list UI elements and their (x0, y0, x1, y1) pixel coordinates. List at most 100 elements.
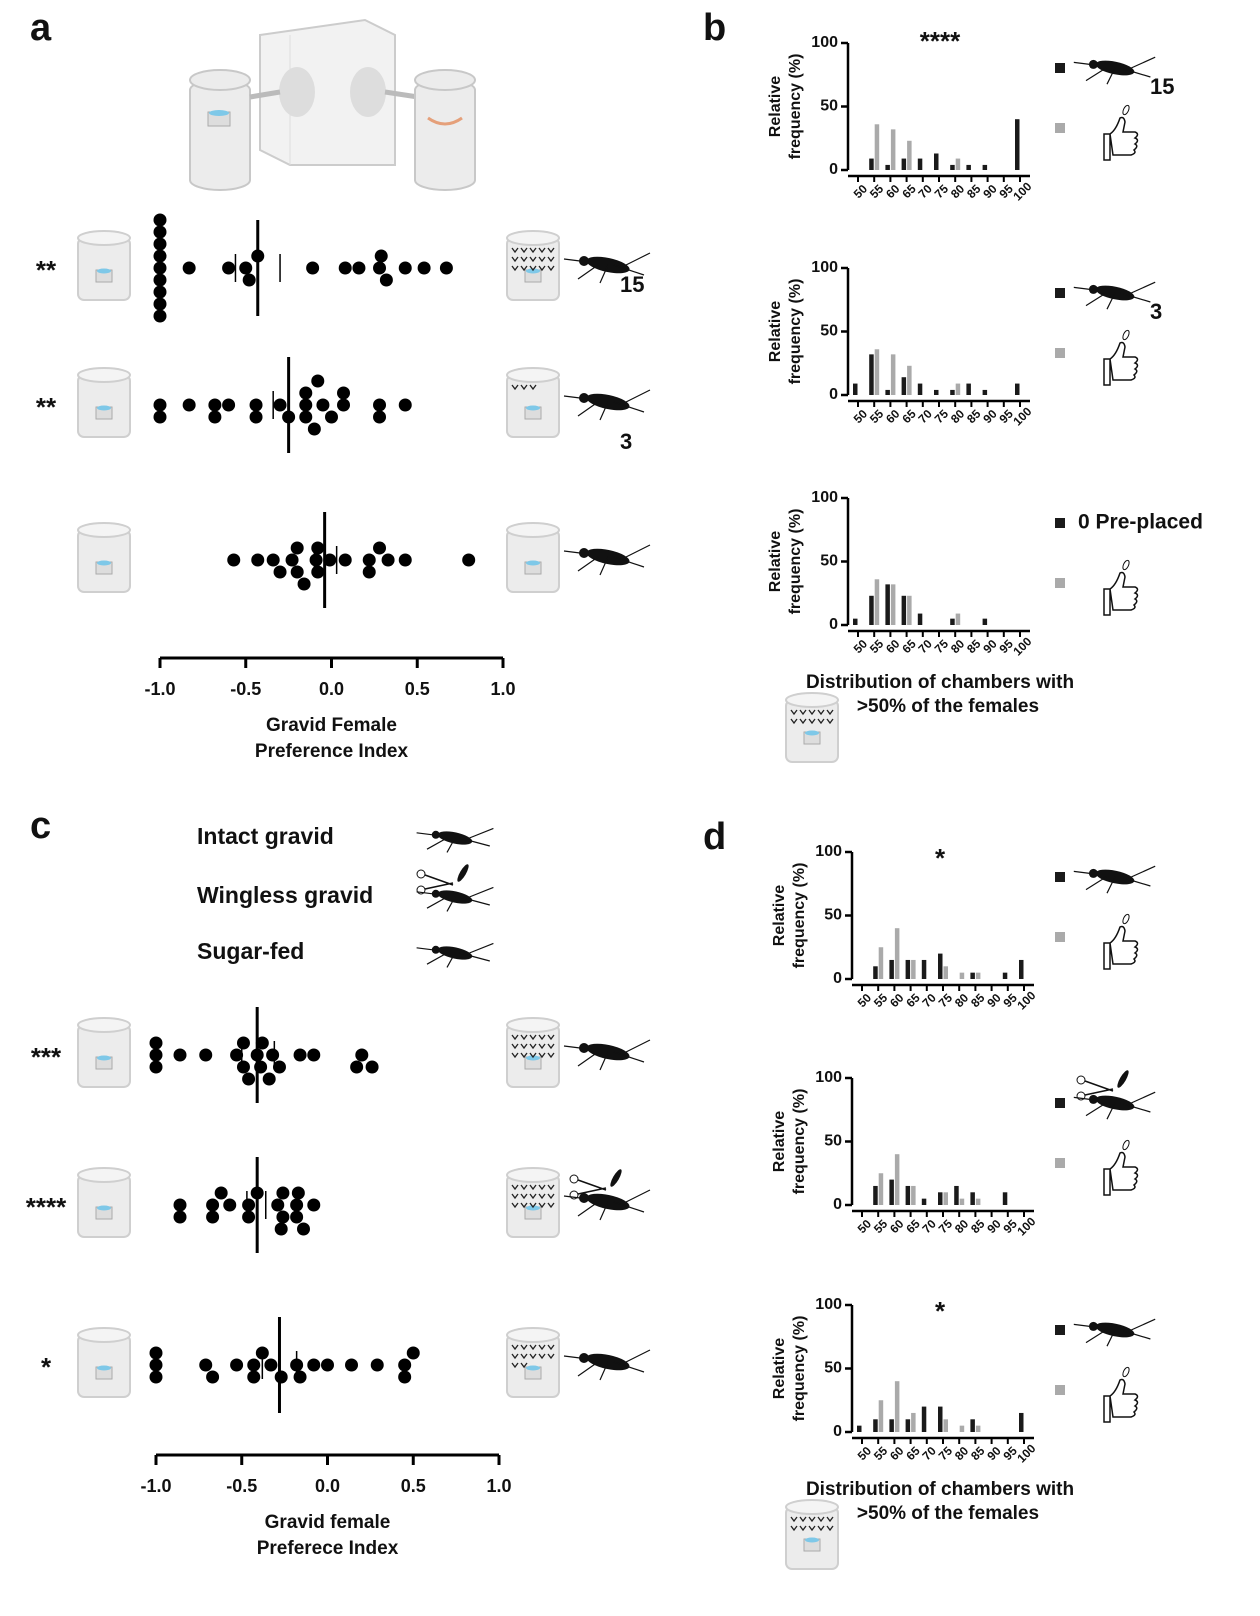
chamber-rim (507, 231, 559, 245)
mosquito-icon (417, 943, 494, 967)
mosquito-head (579, 393, 589, 403)
bar (1019, 960, 1024, 979)
cut-wing (455, 863, 470, 883)
mosquito-head (1089, 1322, 1098, 1331)
bar (879, 947, 884, 979)
data-point (399, 554, 412, 567)
bar (960, 1426, 965, 1432)
data-point (206, 1371, 219, 1384)
data-point (275, 1371, 288, 1384)
x-axis-title: Gravid Female (266, 715, 397, 736)
scissors (425, 875, 453, 889)
legend-label: 15 (1150, 74, 1174, 99)
data-point (371, 1359, 384, 1372)
data-point (310, 554, 323, 567)
chamber-rim (78, 1168, 130, 1182)
bar (902, 377, 907, 395)
legend-swatch (1055, 932, 1065, 942)
y-axis-title-line: Relative (771, 885, 788, 946)
x-tick-label: 100 (1010, 404, 1034, 428)
bar (907, 366, 912, 395)
x-tick-label: 100 (1010, 634, 1034, 658)
mosquito-head (579, 1353, 589, 1363)
data-point (250, 399, 263, 412)
thumb (1104, 1153, 1138, 1196)
water (97, 269, 111, 274)
chamber-rim (786, 693, 838, 707)
y-axis-title-line: frequency (%) (787, 509, 804, 615)
data-point (154, 262, 167, 275)
bar (976, 973, 981, 979)
significance-stars: *** (31, 1042, 62, 1072)
panel-letter: c (30, 805, 51, 847)
legend-swatch (1055, 578, 1065, 588)
data-point (251, 554, 264, 567)
chamber-rim (78, 1328, 130, 1342)
data-point (297, 1223, 310, 1236)
data-point (199, 1049, 212, 1062)
water (97, 1366, 111, 1371)
mosquito-head (579, 256, 589, 266)
data-point (373, 262, 386, 275)
x-axis-title: Distribution of chambers with (806, 1479, 1074, 1500)
mosquito-legs (564, 1350, 650, 1380)
data-point (183, 262, 196, 275)
x-tick-label: -1.0 (144, 679, 175, 699)
bar (889, 960, 894, 979)
data-point (307, 1359, 320, 1372)
data-point (237, 1061, 250, 1074)
y-axis-title-line: Relative (767, 301, 784, 362)
data-point (274, 399, 287, 412)
data-point (298, 578, 311, 591)
data-point (150, 1371, 163, 1384)
thumb (1104, 1380, 1138, 1423)
bar (885, 165, 890, 170)
chamber-icon (507, 231, 559, 300)
legend-swatch (1055, 1098, 1065, 1108)
thumb-icon (1104, 329, 1138, 385)
data-point (407, 1347, 420, 1360)
chamber-icon (78, 1328, 130, 1397)
mosquito-icon (1074, 1319, 1155, 1346)
page: a**15**3-1.0-0.50.00.51.0Gravid FemalePr… (0, 0, 1260, 1616)
panel-letter: b (703, 7, 726, 49)
data-point (355, 1049, 368, 1062)
cut-wing (608, 1168, 623, 1188)
scissors (578, 1180, 606, 1194)
bar (891, 354, 896, 395)
bar (885, 584, 890, 625)
mosquito-head (1089, 60, 1098, 69)
data-point (174, 1211, 187, 1224)
panel-letter: a (30, 7, 52, 49)
y-tick-label: 0 (829, 161, 838, 178)
bar (944, 966, 949, 979)
bar (906, 1419, 911, 1432)
data-point (291, 566, 304, 579)
data-point (345, 1359, 358, 1372)
egg (1122, 104, 1131, 115)
bar (950, 619, 955, 625)
x-tick-label: 100 (1014, 988, 1038, 1012)
data-point (247, 1359, 260, 1372)
data-point (247, 1371, 260, 1384)
thumb-icon (1104, 559, 1138, 615)
mosquito-body (1094, 58, 1135, 79)
chamber-icon (507, 368, 559, 437)
x-tick-label: 0.0 (319, 679, 344, 699)
y-tick-label: 50 (820, 323, 838, 340)
legend-swatch (1055, 1158, 1065, 1168)
bar (869, 354, 874, 395)
significance-stars: **** (26, 1192, 67, 1222)
data-point (154, 214, 167, 227)
data-point (174, 1199, 187, 1212)
scissors-ring (570, 1175, 578, 1183)
data-point (208, 399, 221, 412)
bar (950, 165, 955, 170)
data-point (352, 262, 365, 275)
y-tick-label: 0 (833, 970, 842, 987)
bar (1015, 119, 1020, 170)
data-point (154, 286, 167, 299)
bar (1019, 1413, 1024, 1432)
chamber-icon (507, 1018, 559, 1087)
y-tick-label: 100 (815, 843, 842, 860)
